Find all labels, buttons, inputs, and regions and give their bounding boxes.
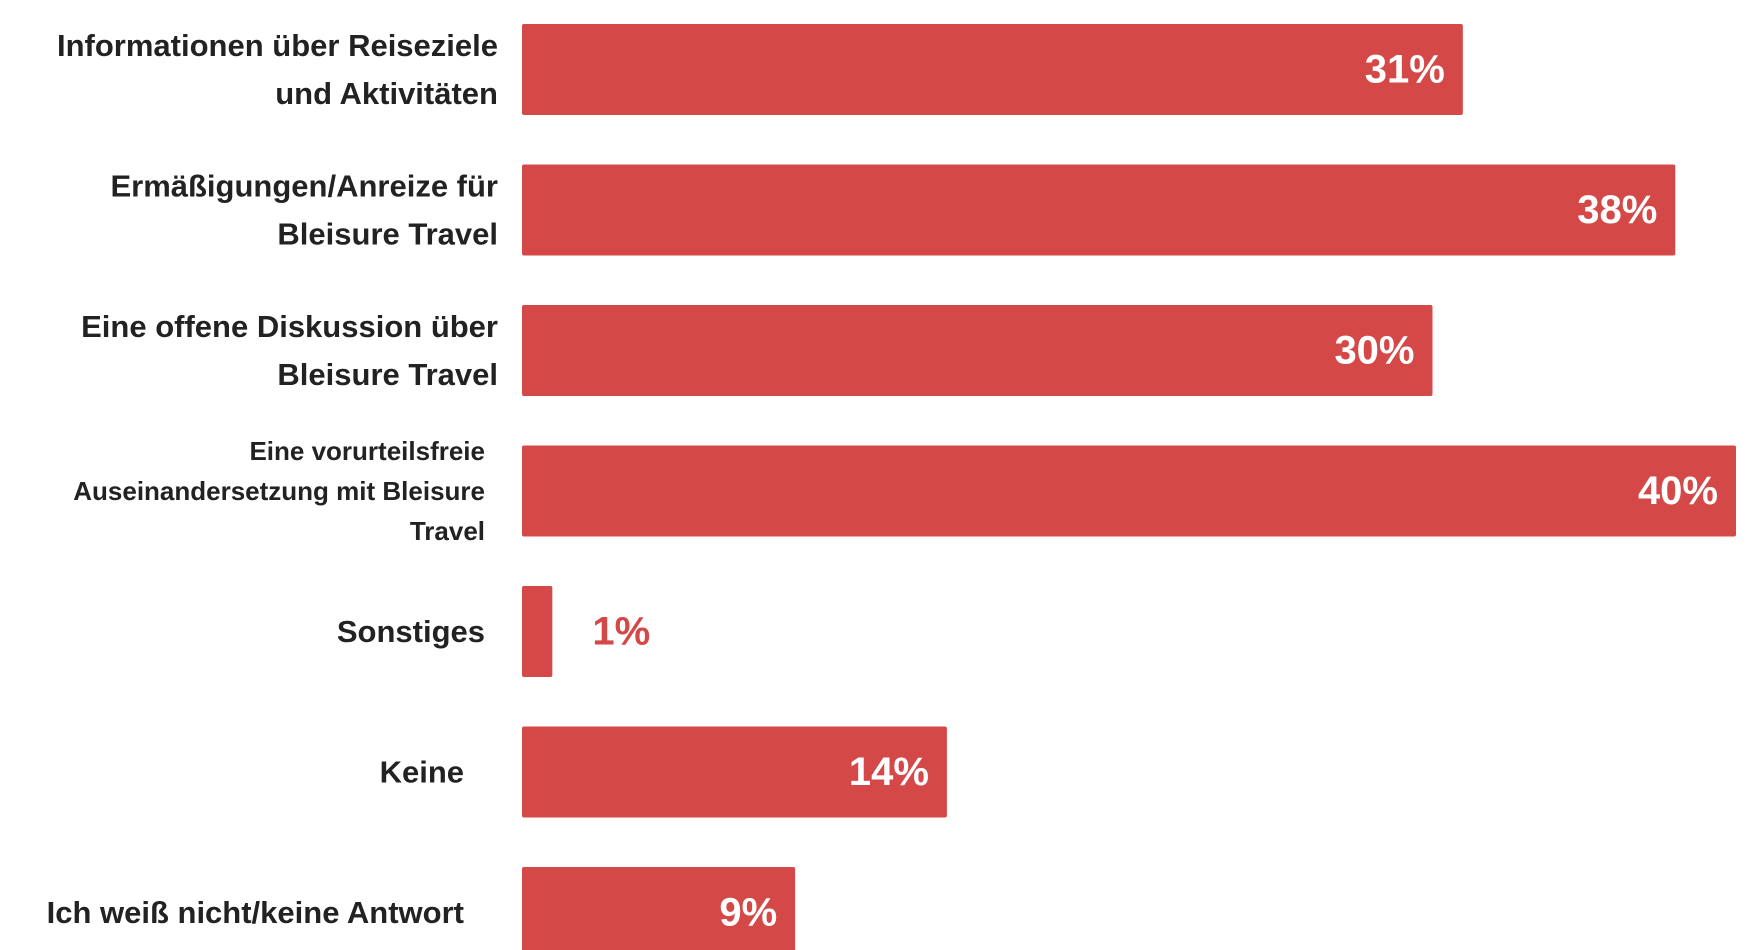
bar [522,164,1676,256]
bar [522,24,1463,115]
category-label: Ermäßigungen/Anreize für Bleisure Travel [110,169,498,252]
category-label: Keine [380,755,464,790]
value-label: 30% [1334,329,1414,373]
category-label: Informationen über Reiseziele und Aktivit… [57,28,498,111]
category-label: Eine offene Diskussion über Bleisure Trav… [81,309,498,392]
bar [522,305,1433,396]
category-label: Sonstiges [337,614,485,649]
bar [522,867,796,950]
value-label: 1% [592,610,650,654]
bar [522,586,553,677]
value-label: 31% [1365,48,1445,92]
value-label: 40% [1638,469,1718,513]
value-label: 14% [849,750,929,794]
category-label: Eine vorurteilsfreie Auseinandersetzung m… [73,436,485,546]
bar [522,445,1736,537]
value-label: 38% [1577,188,1657,232]
bar [522,726,947,818]
value-label: 9% [719,891,777,935]
category-label: Ich weiß nicht/keine Antwort [47,895,464,930]
